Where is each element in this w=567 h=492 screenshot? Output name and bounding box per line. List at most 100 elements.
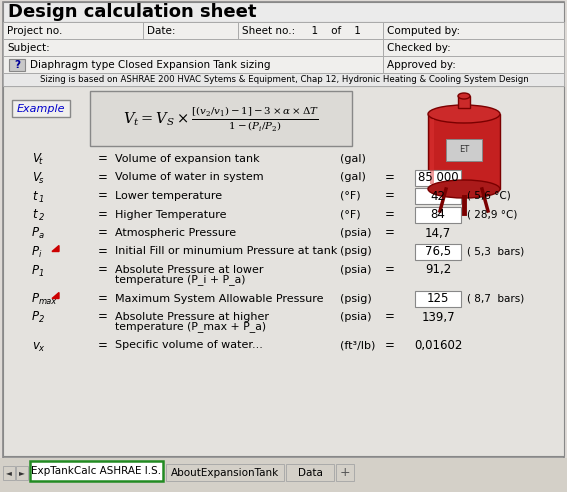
Text: Example: Example: [17, 104, 65, 114]
Text: =: =: [385, 189, 395, 203]
Bar: [415, 170, 461, 185]
Text: =: =: [385, 310, 395, 324]
Text: ?: ?: [14, 60, 20, 70]
Bar: [3, 466, 15, 480]
Bar: [0, 458, 567, 492]
Text: =: =: [98, 245, 108, 258]
Text: =: =: [98, 153, 108, 165]
Text: Design calculation sheet: Design calculation sheet: [8, 3, 256, 21]
Text: Absolute Pressure at lower: Absolute Pressure at lower: [115, 265, 264, 275]
Text: ( 5,3  bars): ( 5,3 bars): [467, 246, 524, 256]
Text: t: t: [32, 189, 37, 203]
Text: =: =: [98, 310, 108, 324]
Bar: [3, 73, 564, 86]
Text: =: =: [385, 339, 395, 352]
Polygon shape: [52, 246, 59, 251]
Bar: [415, 188, 461, 204]
Text: (psia): (psia): [340, 228, 371, 238]
Text: a: a: [39, 232, 44, 241]
Text: (ft³/lb): (ft³/lb): [340, 340, 375, 350]
Text: (°F): (°F): [340, 191, 361, 201]
Text: x: x: [39, 344, 44, 353]
Text: temperature (P_max + P_a): temperature (P_max + P_a): [115, 322, 266, 333]
Text: =: =: [98, 264, 108, 277]
Text: =: =: [98, 339, 108, 352]
Bar: [415, 244, 461, 259]
Text: Checked by:: Checked by:: [387, 43, 451, 53]
Text: 2: 2: [39, 213, 44, 222]
Bar: [336, 464, 354, 481]
Text: P: P: [32, 310, 39, 324]
Bar: [430, 119, 434, 184]
Text: =: =: [98, 208, 108, 221]
Text: 91,2: 91,2: [425, 264, 451, 277]
Text: s: s: [39, 176, 43, 185]
Ellipse shape: [428, 105, 500, 123]
Bar: [415, 290, 461, 307]
Bar: [9, 59, 25, 71]
Text: 1: 1: [39, 194, 44, 204]
Text: t: t: [32, 208, 37, 221]
Text: 2: 2: [39, 315, 44, 325]
Text: Maximum System Allowable Pressure: Maximum System Allowable Pressure: [115, 294, 324, 304]
Bar: [415, 207, 461, 222]
Text: Atmospheric Pressure: Atmospheric Pressure: [115, 228, 236, 238]
Bar: [3, 56, 383, 73]
Text: =: =: [385, 226, 395, 240]
Text: Absolute Pressure at higher: Absolute Pressure at higher: [115, 312, 269, 322]
Text: 42: 42: [430, 189, 446, 203]
Text: =: =: [98, 189, 108, 203]
Text: =: =: [385, 264, 395, 277]
Text: i: i: [39, 250, 41, 259]
Text: V: V: [32, 171, 40, 184]
Text: (gal): (gal): [340, 173, 366, 183]
Text: Computed by:: Computed by:: [387, 26, 460, 36]
Bar: [166, 464, 284, 481]
Bar: [3, 2, 564, 22]
Text: $V_t = V_S \times \frac{[(v_2/v_1)-1]-3\times\alpha\times\Delta T}{1-(P_i/P_2)}$: $V_t = V_S \times \frac{[(v_2/v_1)-1]-3\…: [123, 104, 319, 133]
Text: ►: ►: [19, 468, 25, 478]
Text: Data: Data: [298, 468, 323, 478]
Bar: [12, 100, 70, 117]
Text: ( 8,7  bars): ( 8,7 bars): [467, 294, 524, 304]
Text: 14,7: 14,7: [425, 226, 451, 240]
Text: Sizing is based on ASHRAE 200 HVAC Sytems & Equipment, Chap 12, Hydronic Heating: Sizing is based on ASHRAE 200 HVAC Sytem…: [40, 75, 528, 85]
Text: AboutExpansionTank: AboutExpansionTank: [171, 468, 279, 478]
Text: P: P: [32, 226, 39, 240]
Text: t: t: [39, 157, 42, 166]
Text: =: =: [98, 292, 108, 305]
Text: (°F): (°F): [340, 210, 361, 219]
Ellipse shape: [458, 93, 470, 99]
Text: =: =: [98, 226, 108, 240]
Text: ExpTankCalc ASHRAE I.S.: ExpTankCalc ASHRAE I.S.: [31, 466, 161, 476]
Text: Project no.: Project no.: [7, 26, 62, 36]
Bar: [383, 39, 564, 56]
Text: 85 000: 85 000: [418, 171, 458, 184]
Text: (psig): (psig): [340, 294, 372, 304]
Text: ( 28,9 °C): ( 28,9 °C): [467, 210, 517, 219]
Text: Volume of water in system: Volume of water in system: [115, 173, 264, 183]
Text: 1: 1: [39, 269, 44, 277]
Text: Sheet no.:     1    of    1: Sheet no.: 1 of 1: [242, 26, 361, 36]
Bar: [286, 464, 334, 481]
Text: max: max: [39, 297, 57, 306]
Text: ( 5,6 °C): ( 5,6 °C): [467, 191, 511, 201]
Text: (psia): (psia): [340, 312, 371, 322]
Bar: [3, 39, 383, 56]
Text: P: P: [32, 264, 39, 277]
Text: ET: ET: [459, 146, 469, 154]
Text: Subject:: Subject:: [7, 43, 50, 53]
Text: P: P: [32, 292, 39, 305]
Bar: [143, 22, 238, 39]
Bar: [3, 86, 564, 456]
Bar: [238, 22, 383, 39]
Text: (gal): (gal): [340, 154, 366, 164]
Text: Initial Fill or minumium Pressure at tank: Initial Fill or minumium Pressure at tan…: [115, 246, 337, 256]
Text: temperature (P_i + P_a): temperature (P_i + P_a): [115, 275, 246, 285]
Text: Higher Temperature: Higher Temperature: [115, 210, 226, 219]
Bar: [90, 91, 352, 146]
Ellipse shape: [428, 180, 500, 198]
Polygon shape: [52, 293, 59, 299]
Text: V: V: [32, 153, 40, 165]
Text: 76,5: 76,5: [425, 245, 451, 258]
